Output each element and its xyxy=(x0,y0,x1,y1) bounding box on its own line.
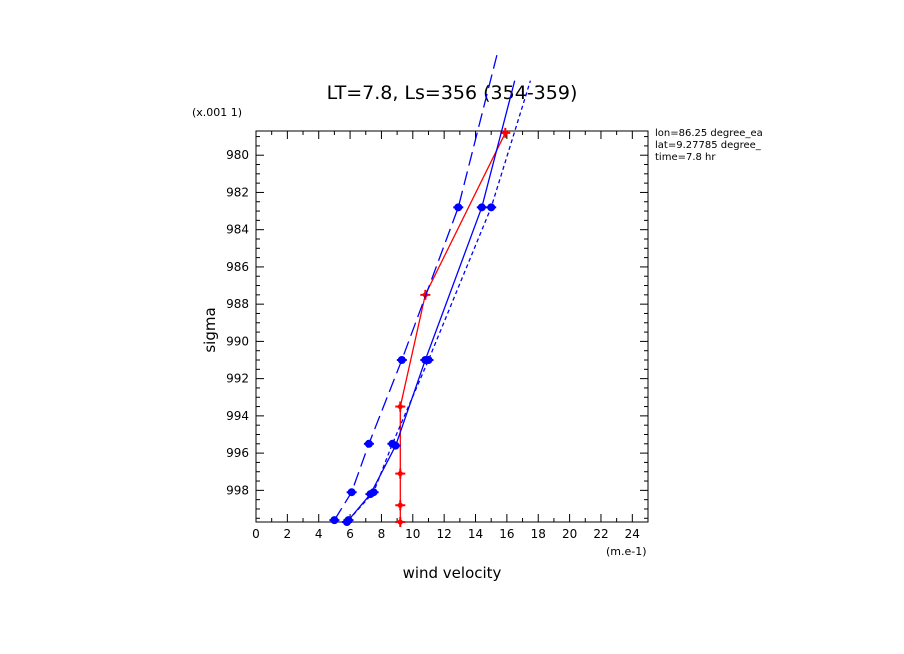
y-tick-label: 998 xyxy=(226,483,249,497)
x-units-label: (m.e-1) xyxy=(606,545,647,558)
info-latitude: lat=9.27785 degree_ xyxy=(655,140,761,151)
y-units-label: (x.001 1) xyxy=(192,106,242,119)
info-time: time=7.8 hr xyxy=(655,152,716,163)
y-tick-label: 994 xyxy=(226,409,249,423)
axes: 0 2 4 6 8 10 12 14 16 18 20 22 249809829849869889909… xyxy=(226,130,649,541)
data-point xyxy=(476,203,487,212)
info-longitude: lon=86.25 degree_ea xyxy=(655,128,763,139)
y-tick-label: 996 xyxy=(226,446,249,460)
data-point xyxy=(368,488,379,497)
data-point xyxy=(387,439,398,448)
data-point xyxy=(363,439,374,448)
series-line-1 xyxy=(346,80,516,523)
x-tick-label: 8 xyxy=(378,527,386,541)
series-line-0 xyxy=(399,132,506,522)
data-point xyxy=(396,356,407,365)
x-tick-label: 20 xyxy=(562,527,577,541)
x-tick-label: 10 xyxy=(405,527,420,541)
x-tick-label: 6 xyxy=(346,527,354,541)
y-tick-label: 982 xyxy=(226,185,249,199)
x-tick-label: 0 xyxy=(252,527,260,541)
y-tick-label: 990 xyxy=(226,334,249,348)
x-tick-label: 14 xyxy=(468,527,483,541)
y-tick-label: 992 xyxy=(226,372,249,386)
series-line-2 xyxy=(333,52,499,521)
data-point xyxy=(329,516,340,525)
x-axis-label: wind velocity xyxy=(403,564,502,582)
y-tick-label: 984 xyxy=(226,223,249,237)
data-point xyxy=(500,127,511,138)
data-point xyxy=(486,203,497,212)
y-tick-label: 986 xyxy=(226,260,249,274)
series-group xyxy=(329,52,532,527)
data-point xyxy=(395,517,406,527)
chart-title: LT=7.8, Ls=356 (354-359) xyxy=(327,82,578,104)
x-tick-label: 24 xyxy=(625,527,640,541)
x-tick-label: 4 xyxy=(315,527,323,541)
y-tick-label: 980 xyxy=(226,148,249,162)
x-tick-label: 18 xyxy=(531,527,546,541)
data-point xyxy=(423,356,434,365)
data-point xyxy=(343,516,354,525)
x-tick-label: 2 xyxy=(284,527,292,541)
x-tick-label: 16 xyxy=(499,527,514,541)
x-tick-label: 22 xyxy=(593,527,608,541)
y-axis-label: sigma xyxy=(201,307,219,352)
data-point xyxy=(395,500,406,511)
x-tick-label: 12 xyxy=(437,527,452,541)
data-point xyxy=(395,401,406,412)
plot-frame xyxy=(255,130,649,523)
series-line-3 xyxy=(348,80,532,521)
data-point xyxy=(395,468,406,479)
y-tick-label: 988 xyxy=(226,297,249,311)
data-point xyxy=(346,488,357,497)
data-point xyxy=(453,203,464,212)
